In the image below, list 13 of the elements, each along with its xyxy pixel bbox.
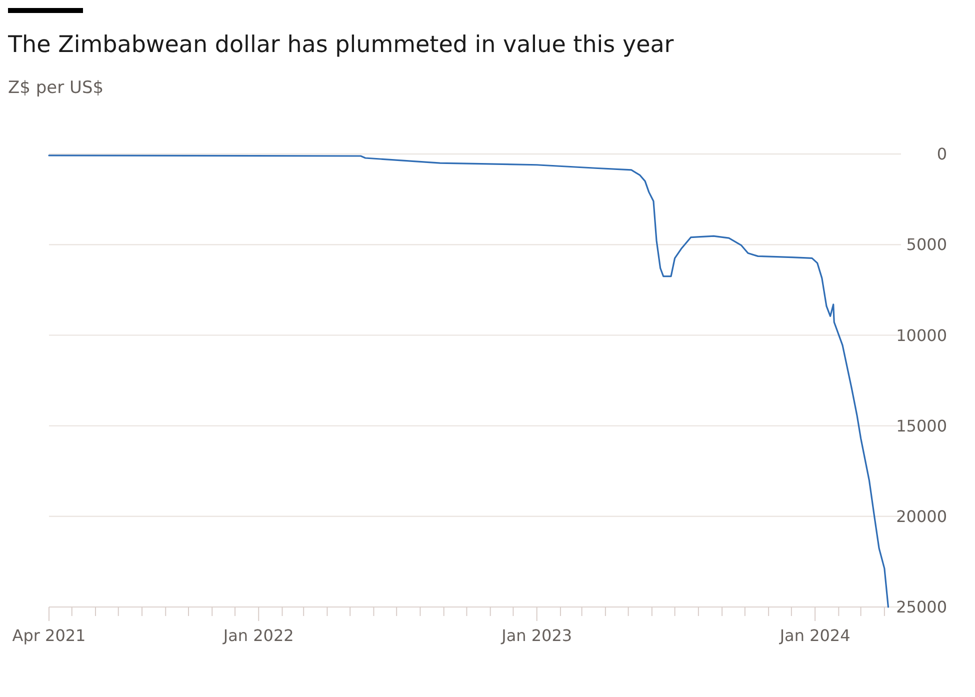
chart-title: The Zimbabwean dollar has plummeted in value this year <box>7 32 674 58</box>
line-series <box>48 154 890 608</box>
y-tick-label: 10000 <box>896 326 947 345</box>
x-tick-label: Apr 2021 <box>12 626 86 645</box>
x-tick-label: Jan 2024 <box>778 626 850 645</box>
y-tick-label: 20000 <box>896 507 947 526</box>
chart-subtitle: Z$ per US$ <box>8 78 104 98</box>
y-tick-label: 0 <box>936 144 947 164</box>
y-tick-label: 15000 <box>896 416 947 436</box>
y-tick-label: 5000 <box>906 235 947 254</box>
x-tick-label: Jan 2023 <box>500 626 572 645</box>
y-tick-label: 25000 <box>896 598 947 617</box>
x-tick-label: Jan 2022 <box>222 626 294 645</box>
